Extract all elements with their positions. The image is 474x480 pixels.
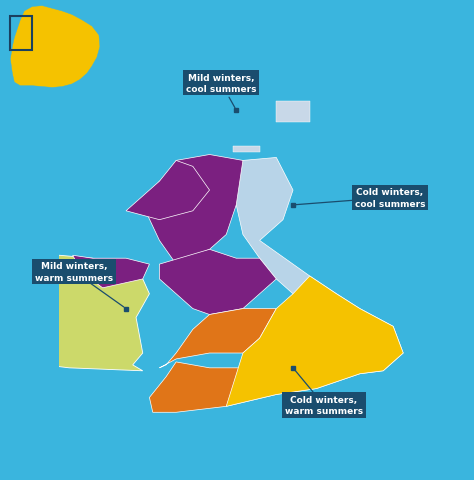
Polygon shape xyxy=(126,161,210,220)
Polygon shape xyxy=(226,158,403,374)
Polygon shape xyxy=(276,102,310,123)
Polygon shape xyxy=(159,250,276,315)
Polygon shape xyxy=(149,362,360,412)
Polygon shape xyxy=(0,256,149,371)
Polygon shape xyxy=(143,155,243,264)
Polygon shape xyxy=(159,309,276,368)
Text: Mild winters,
warm summers: Mild winters, warm summers xyxy=(35,262,113,282)
Text: Cold winters,
warm summers: Cold winters, warm summers xyxy=(285,395,363,415)
Text: Mild winters,
cool summers: Mild winters, cool summers xyxy=(186,73,256,94)
Polygon shape xyxy=(233,146,260,152)
Polygon shape xyxy=(10,7,100,88)
Text: Cold winters,
cool summers: Cold winters, cool summers xyxy=(355,188,425,208)
Polygon shape xyxy=(226,276,403,407)
Polygon shape xyxy=(73,256,149,288)
